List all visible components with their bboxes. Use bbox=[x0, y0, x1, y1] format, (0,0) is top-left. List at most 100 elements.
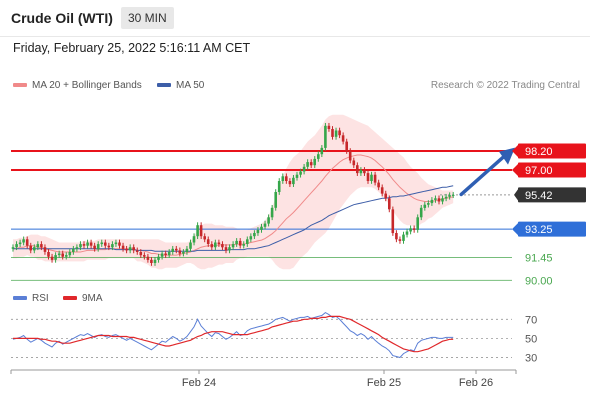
candle-body bbox=[164, 253, 167, 256]
candle-body bbox=[143, 255, 146, 257]
ma50-swatch bbox=[157, 83, 171, 88]
candle-body bbox=[437, 198, 441, 202]
candle-body bbox=[317, 154, 320, 159]
candle-body bbox=[43, 247, 47, 252]
candle-body bbox=[331, 129, 334, 137]
candle-body bbox=[221, 244, 224, 248]
rsi-tick-label: 70 bbox=[525, 314, 537, 326]
candle-body bbox=[100, 242, 104, 245]
candle-body bbox=[57, 253, 61, 256]
legend-rsi: RSI bbox=[13, 293, 49, 304]
candle-body bbox=[47, 252, 50, 257]
candle-body bbox=[104, 242, 107, 246]
candle-body bbox=[65, 255, 68, 257]
candle-body bbox=[253, 233, 256, 237]
candle-body bbox=[256, 229, 260, 234]
candle-body bbox=[231, 244, 235, 248]
instrument-title: Crude Oil (WTI) bbox=[11, 10, 113, 26]
candle-body bbox=[93, 245, 96, 249]
candle-body bbox=[153, 259, 157, 263]
candle-body bbox=[199, 225, 203, 237]
candle-body bbox=[33, 247, 36, 251]
candle-body bbox=[25, 239, 29, 246]
candle-body bbox=[160, 253, 164, 257]
candle-body bbox=[249, 236, 253, 240]
candle-body bbox=[267, 217, 270, 224]
candle-body bbox=[388, 198, 391, 210]
candle-body bbox=[182, 252, 185, 254]
candle-body bbox=[22, 239, 25, 243]
candle-body bbox=[192, 236, 196, 243]
candle-body bbox=[334, 130, 338, 137]
rsi-ma-line bbox=[13, 315, 454, 353]
candle-body bbox=[89, 242, 93, 246]
candle-body bbox=[398, 239, 402, 241]
candle-body bbox=[348, 151, 352, 161]
candle-body bbox=[86, 242, 89, 246]
legend-ma20-label: MA 20 + Bollinger Bands bbox=[32, 80, 142, 91]
candle-body bbox=[434, 198, 437, 200]
candle-body bbox=[416, 217, 419, 230]
candle-body bbox=[157, 256, 160, 260]
rsi-tick-label: 50 bbox=[525, 333, 537, 345]
candle-body bbox=[302, 166, 306, 172]
x-tick-label: Feb 24 bbox=[182, 377, 216, 389]
rsi-ma-swatch bbox=[63, 296, 77, 301]
level-tag-label: 98.20 bbox=[525, 146, 553, 158]
legend-ma50-label: MA 50 bbox=[176, 80, 205, 91]
candle-body bbox=[288, 181, 292, 185]
candle-body bbox=[171, 248, 174, 252]
candle-body bbox=[214, 242, 217, 248]
candle-body bbox=[395, 233, 398, 240]
candle-body bbox=[79, 244, 82, 248]
projection-arrow-shaft bbox=[459, 153, 507, 197]
level-tag-pointer bbox=[514, 187, 519, 202]
candle-body bbox=[444, 196, 448, 199]
candle-body bbox=[448, 195, 451, 197]
candle-body bbox=[263, 223, 267, 227]
candle-body bbox=[54, 255, 57, 260]
candle-body bbox=[345, 141, 348, 152]
level-tag-current bbox=[518, 187, 586, 203]
candle-body bbox=[235, 240, 238, 245]
candle-body bbox=[36, 244, 40, 248]
candle-body bbox=[419, 207, 423, 218]
candle-body bbox=[114, 242, 118, 245]
candle-body bbox=[178, 250, 182, 254]
level-tag-label: 97.00 bbox=[525, 165, 553, 177]
candle-body bbox=[118, 242, 121, 246]
ma20-swatch bbox=[13, 83, 27, 88]
legend-rsi-ma: 9MA bbox=[63, 293, 103, 304]
timeframe-badge[interactable]: 30 MIN bbox=[121, 7, 174, 29]
candle-body bbox=[125, 248, 128, 251]
candle-body bbox=[260, 226, 263, 230]
level-tag-pointer bbox=[512, 222, 519, 237]
candle-body bbox=[391, 209, 395, 234]
candle-body bbox=[320, 147, 324, 155]
candle-body bbox=[366, 173, 370, 181]
candle-body bbox=[377, 182, 380, 188]
level-tag-pointer bbox=[512, 162, 519, 177]
candle-body bbox=[135, 250, 139, 252]
candle-body bbox=[309, 162, 313, 166]
candle-body bbox=[246, 239, 249, 244]
candle-body bbox=[380, 187, 384, 194]
candle-body bbox=[423, 204, 427, 208]
candle-body bbox=[370, 174, 373, 181]
candle-body bbox=[189, 242, 192, 249]
candle-body bbox=[412, 228, 416, 230]
candle-body bbox=[128, 247, 132, 251]
candle-body bbox=[451, 194, 455, 196]
rsi-swatch bbox=[13, 296, 27, 301]
candle-body bbox=[338, 130, 341, 136]
candle-body bbox=[359, 170, 363, 174]
candle-body bbox=[40, 244, 43, 248]
candle-body bbox=[15, 244, 18, 248]
candle-body bbox=[18, 242, 22, 245]
candle-body bbox=[185, 248, 189, 252]
candle-body bbox=[132, 247, 135, 251]
candle-body bbox=[277, 181, 281, 192]
candle-body bbox=[167, 252, 171, 256]
candle-body bbox=[238, 240, 242, 246]
